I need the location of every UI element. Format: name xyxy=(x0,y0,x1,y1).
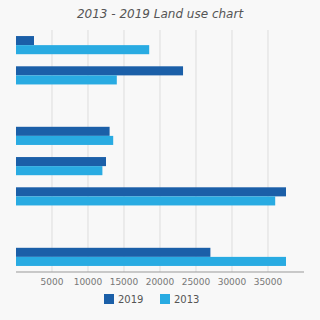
tick-label: 30000 xyxy=(218,277,247,287)
bar xyxy=(16,97,17,106)
bar xyxy=(16,66,183,75)
bar xyxy=(16,75,117,84)
grid-line xyxy=(232,30,233,272)
legend: 2019 2013 xyxy=(104,294,199,305)
bar xyxy=(16,166,102,175)
bar xyxy=(16,218,17,227)
bars xyxy=(16,36,286,266)
bar xyxy=(16,136,113,145)
bar xyxy=(16,227,17,236)
tick-label: 10000 xyxy=(74,277,103,287)
grid-line xyxy=(196,30,197,272)
bar xyxy=(16,36,34,45)
chart: 2013 - 2019 Land use chart 5000 10000 15000… xyxy=(0,0,320,320)
tick-label: 35000 xyxy=(254,277,283,287)
legend-label: 2013 xyxy=(174,294,199,305)
bar xyxy=(16,257,286,266)
bar xyxy=(16,157,106,166)
background xyxy=(0,0,320,320)
bar xyxy=(16,127,110,136)
bar xyxy=(16,248,210,257)
tick-label: 25000 xyxy=(182,277,211,287)
title: 2013 - 2019 Land use chart xyxy=(77,7,244,21)
bar xyxy=(16,106,17,115)
legend-swatch xyxy=(104,294,114,304)
tick-label: 15000 xyxy=(110,277,139,287)
tick-label: 5000 xyxy=(41,277,64,287)
bar xyxy=(16,45,149,54)
bar xyxy=(16,187,286,196)
bar xyxy=(16,196,275,205)
x-axis xyxy=(16,272,304,273)
legend-swatch xyxy=(160,294,170,304)
tick-label: 20000 xyxy=(146,277,175,287)
legend-label: 2019 xyxy=(118,294,143,305)
grid-line xyxy=(268,30,269,272)
